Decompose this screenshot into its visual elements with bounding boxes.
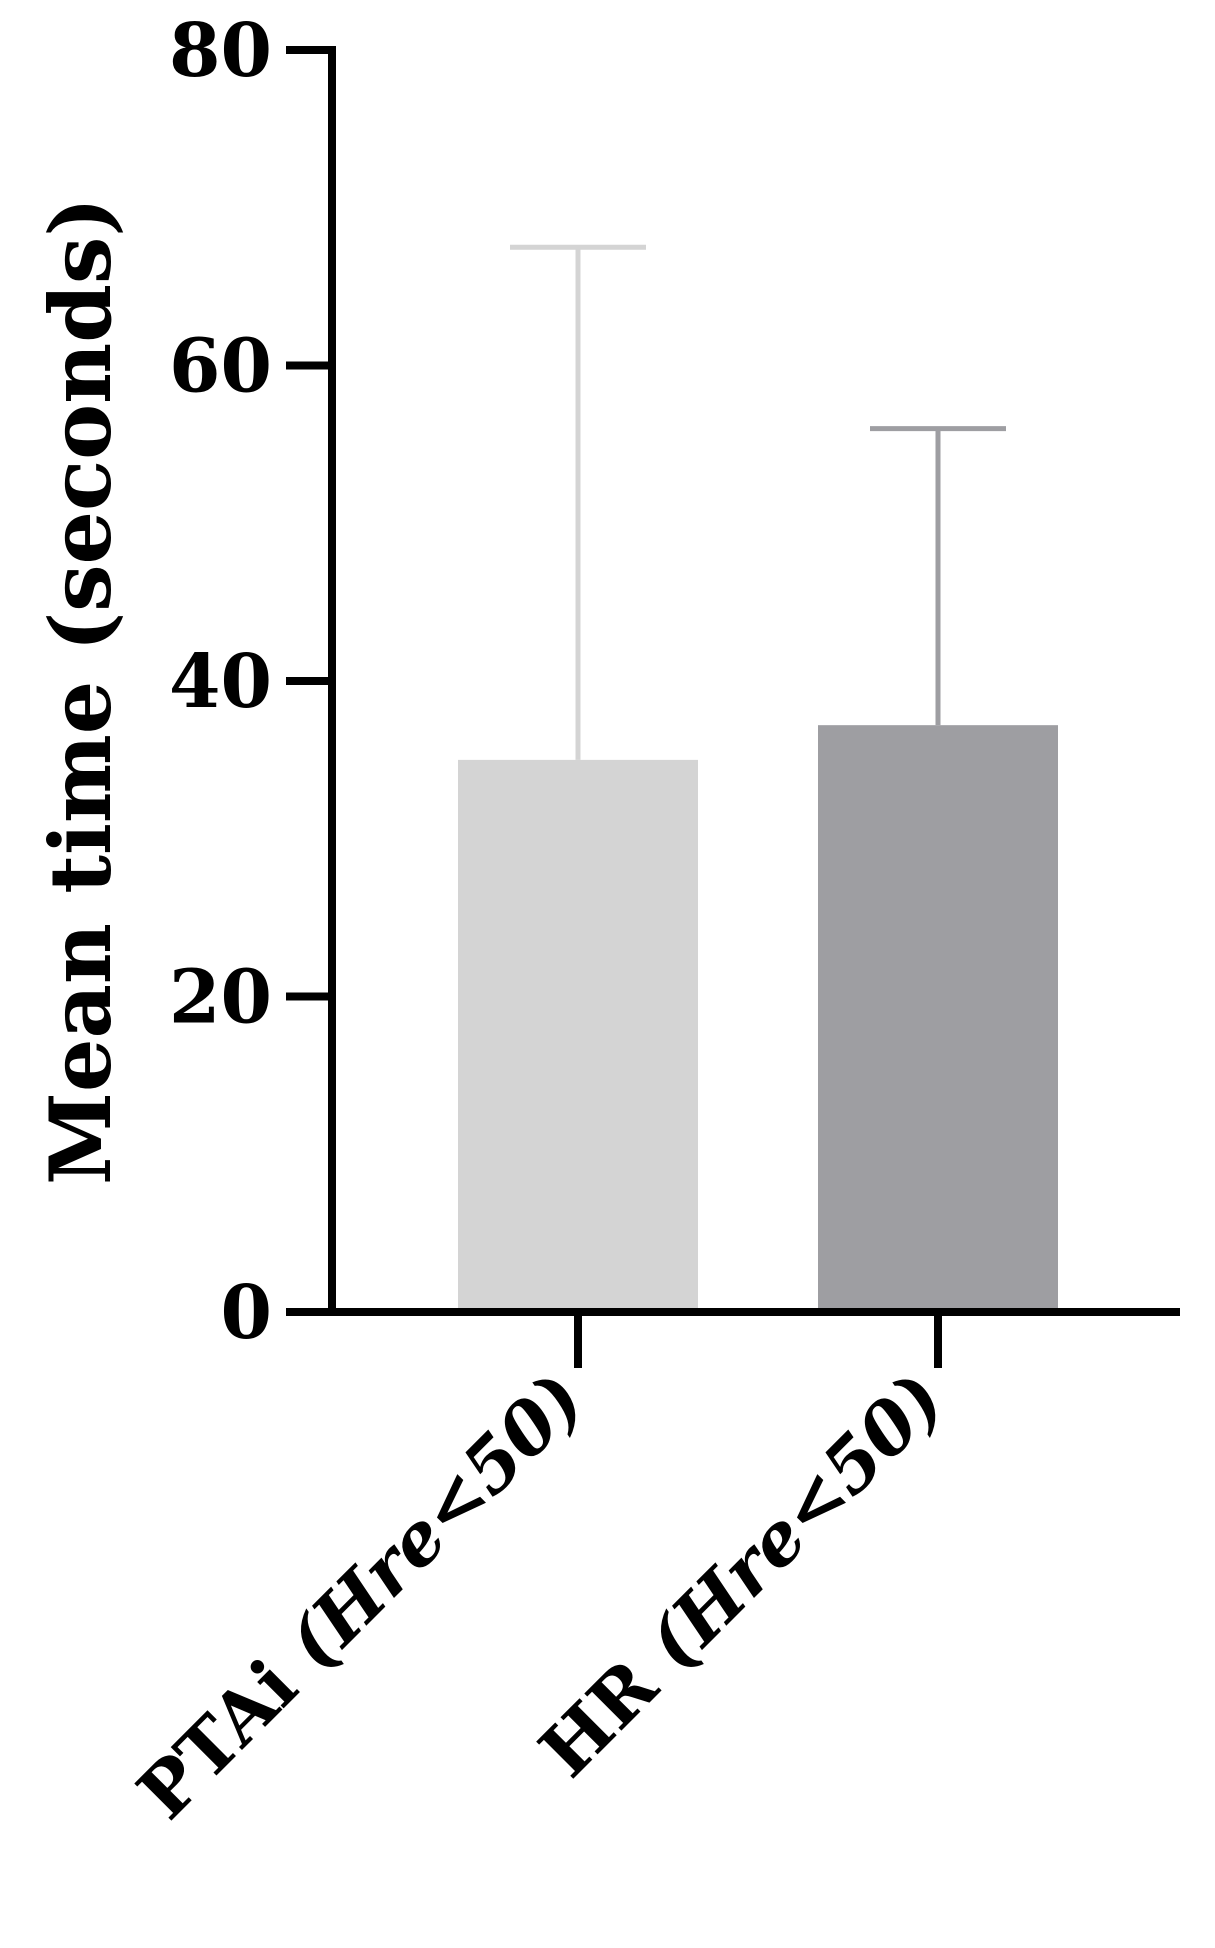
y-tick-label: 0 <box>221 1270 273 1356</box>
category-threshold: <50) <box>402 1356 600 1554</box>
error-bars-layer <box>510 244 1006 760</box>
x-tick-label-1: PTAi (Hre<50) <box>121 1356 600 1835</box>
y-axis-label: Mean time (seconds) <box>31 197 130 1185</box>
x-ticks: PTAi (Hre<50)HR (Hre<50) <box>121 1312 960 1835</box>
bars-layer <box>458 725 1058 1312</box>
y-ticks: 0 20 40 60 80 <box>169 8 332 1356</box>
category-name: PTAi <box>121 1625 331 1835</box>
y-tick-label: 20 <box>169 955 272 1041</box>
bar-2 <box>818 725 1058 1312</box>
bar-1 <box>458 759 698 1312</box>
y-tick-label: 60 <box>169 324 272 410</box>
category-threshold: <50) <box>762 1356 960 1554</box>
y-tick-label: 80 <box>169 8 272 94</box>
y-tick-label: 40 <box>169 639 272 725</box>
